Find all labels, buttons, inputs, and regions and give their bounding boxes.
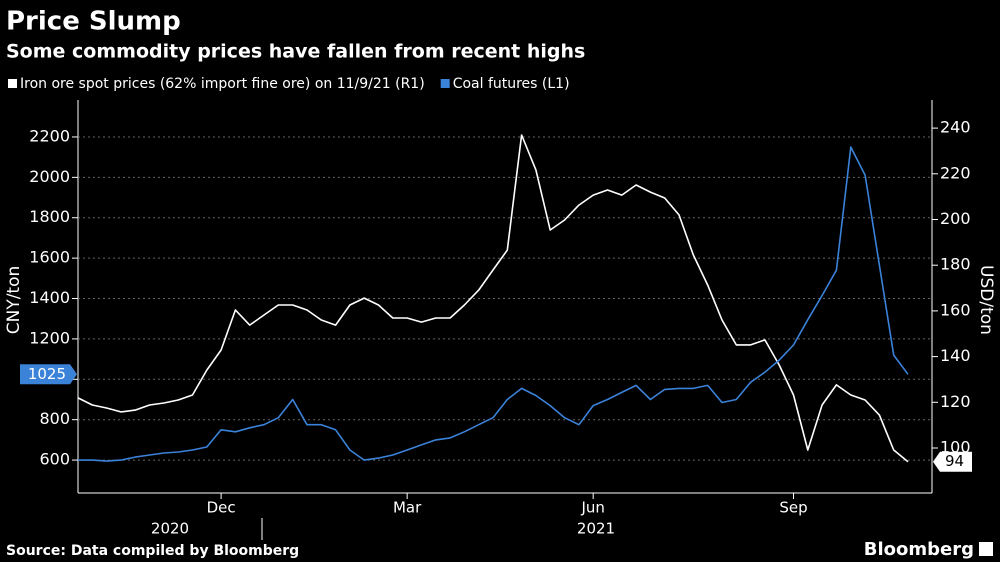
y2-tick-label: 240	[940, 118, 971, 137]
last-value-label: 1025	[28, 365, 66, 383]
series-line	[78, 146, 909, 462]
last-value-label: 94	[945, 452, 964, 470]
x-tick-label: Sep	[779, 499, 807, 517]
source: Source: Data compiled by Bloomberg	[6, 543, 299, 559]
y2-tick-label: 180	[940, 255, 971, 274]
x-tick-label: Mar	[393, 499, 422, 517]
y2-tick-label: 120	[940, 392, 971, 411]
y-tick-label: 2000	[29, 167, 70, 186]
legend-swatch	[8, 79, 17, 88]
legend-label: Iron ore spot prices (62% import fine or…	[20, 76, 425, 92]
y2-tick-label: 160	[940, 300, 971, 319]
legend-swatch	[440, 79, 450, 88]
y-tick-label: 2200	[29, 126, 70, 145]
x-tick-label: Jun	[580, 499, 604, 517]
brand: Bloomberg	[864, 539, 974, 560]
y-axis-label: CNY/ton	[4, 266, 24, 335]
y2-axis-label: USD/ton	[976, 265, 996, 335]
last-value-box	[20, 364, 77, 385]
y-tick-label: 1200	[29, 328, 70, 347]
x-tick-label: Dec	[207, 499, 236, 517]
y2-tick-label: 200	[940, 209, 971, 228]
y-tick-label: 1800	[29, 207, 70, 226]
brand-icon	[979, 542, 993, 556]
y-tick-label: 1600	[29, 248, 70, 267]
y-tick-label: 1400	[29, 288, 70, 307]
chart-subtitle: Some commodity prices have fallen from r…	[6, 41, 585, 63]
year-label: 2020	[151, 520, 189, 538]
last-value-box	[933, 451, 972, 472]
series-line	[77, 134, 909, 463]
y2-tick-label: 140	[940, 346, 971, 365]
legend-label: Coal futures (L1)	[453, 76, 570, 92]
chart-title: Price Slump	[6, 7, 181, 37]
year-label: 2021	[577, 520, 615, 538]
y-tick-label: 600	[39, 450, 70, 469]
y-tick-label: 800	[39, 409, 70, 428]
y2-tick-label: 220	[940, 163, 971, 182]
